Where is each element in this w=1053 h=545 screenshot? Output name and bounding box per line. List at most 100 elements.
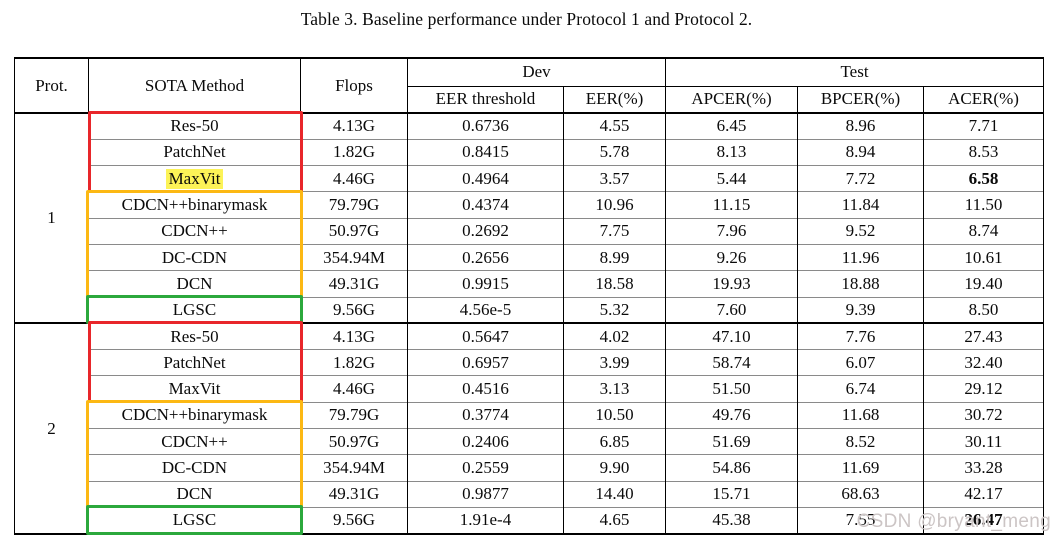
apcer-cell: 51.50 — [665, 375, 799, 403]
eer-threshold-cell: 0.9877 — [407, 480, 564, 508]
method-name: Res-50 — [170, 326, 219, 346]
method-name: PatchNet — [163, 142, 226, 162]
eer-cell: 10.50 — [562, 401, 667, 429]
bpcer-cell: 8.96 — [797, 113, 925, 140]
acer-cell: 30.72 — [923, 401, 1045, 429]
method-name: DCN — [176, 484, 213, 504]
method-cell: CDCN++binarymask — [88, 191, 301, 219]
bpcer-cell: 8.94 — [797, 138, 925, 166]
eer-threshold-cell: 0.2406 — [407, 428, 564, 455]
table-row: CDCN++ 50.97G 0.2692 7.75 7.96 9.52 8.74 — [15, 217, 1045, 245]
apcer-cell: 7.60 — [665, 296, 799, 324]
bpcer-cell: 68.63 — [797, 480, 925, 508]
protocol-label: 1 — [14, 113, 89, 324]
apcer-cell: 8.13 — [665, 138, 799, 166]
table-row: PatchNet 1.82G 0.6957 3.99 58.74 6.07 32.40 — [15, 349, 1045, 376]
eer-cell: 4.65 — [562, 506, 667, 534]
protocol-label: 2 — [14, 322, 89, 534]
acer-cell: 29.12 — [923, 375, 1045, 403]
table-row: DC-CDN 354.94M 0.2656 8.99 9.26 11.96 10.61 — [15, 243, 1045, 271]
apcer-cell: 49.76 — [665, 401, 799, 429]
method-cell: PatchNet — [88, 349, 301, 376]
bpcer-cell: 11.68 — [797, 401, 925, 429]
flops-cell: 9.56G — [300, 506, 408, 534]
col-group-dev: Dev — [406, 58, 667, 86]
acer-cell: 10.61 — [923, 243, 1045, 271]
apcer-cell: 58.74 — [665, 349, 799, 376]
method-name: LGSC — [172, 299, 217, 319]
eer-cell: 6.85 — [562, 428, 667, 455]
eer-threshold-cell: 0.8415 — [407, 138, 564, 166]
bpcer-cell: 11.84 — [797, 191, 925, 219]
eer-threshold-cell: 0.6957 — [407, 349, 564, 376]
method-cell: Res-50 — [88, 322, 301, 350]
method-cell: CDCN++binarymask — [88, 401, 301, 429]
flops-cell: 9.56G — [300, 296, 408, 324]
table-caption: Table 3. Baseline performance under Prot… — [300, 9, 753, 29]
table-row: CDCN++binarymask 79.79G 0.4374 10.96 11.15 11… — [15, 191, 1045, 219]
method-cell: DC-CDN — [88, 454, 301, 482]
acer-cell: 11.50 — [923, 191, 1045, 219]
col-header-eer: EER(%) — [562, 85, 667, 113]
table-row: CDCN++binarymask 79.79G 0.3774 10.50 49.76 11… — [15, 401, 1045, 429]
flops-cell: 1.82G — [300, 349, 408, 376]
table-row: PatchNet 1.82G 0.8415 5.78 8.13 8.94 8.53 — [15, 138, 1045, 166]
flops-cell: 49.31G — [300, 480, 408, 508]
table-row: CDCN++ 50.97G 0.2406 6.85 51.69 8.52 30.11 — [15, 428, 1045, 455]
flops-cell: 4.13G — [300, 113, 408, 140]
flops-cell: 4.13G — [300, 322, 408, 350]
acer-cell: 8.74 — [923, 217, 1045, 245]
method-name: MaxVit — [168, 379, 221, 399]
method-name: CDCN++ — [161, 431, 228, 451]
acer-cell: 19.40 — [923, 270, 1045, 298]
bpcer-cell: 11.96 — [797, 243, 925, 271]
apcer-cell: 15.71 — [665, 480, 799, 508]
apcer-cell: 9.26 — [665, 243, 799, 271]
acer-cell: 32.40 — [923, 349, 1045, 376]
eer-cell: 4.02 — [562, 322, 667, 350]
apcer-cell: 45.38 — [665, 506, 799, 534]
eer-threshold-cell: 0.9915 — [407, 270, 564, 298]
flops-cell: 50.97G — [300, 428, 408, 455]
flops-cell: 354.94M — [300, 243, 408, 271]
table-row: LGSC 9.56G 4.56e-5 5.32 7.60 9.39 8.50 — [15, 296, 1045, 324]
eer-threshold-cell: 4.56e-5 — [407, 296, 564, 324]
apcer-cell: 19.93 — [665, 270, 799, 298]
col-header-bpcer: BPCER(%) — [797, 85, 925, 113]
method-cell: DCN — [88, 270, 301, 298]
acer-cell: 42.17 — [923, 480, 1045, 508]
col-header-method: SOTA Method — [88, 58, 301, 113]
apcer-cell: 5.44 — [665, 165, 799, 192]
apcer-cell: 47.10 — [665, 322, 799, 350]
col-header-eer-threshold: EER threshold — [407, 85, 564, 113]
flops-cell: 49.31G — [300, 270, 408, 298]
eer-threshold-cell: 0.4374 — [407, 191, 564, 219]
eer-cell: 8.99 — [562, 243, 667, 271]
bpcer-cell: 11.69 — [797, 454, 925, 482]
bpcer-cell: 9.52 — [797, 217, 925, 245]
apcer-cell: 6.45 — [665, 113, 799, 140]
bpcer-cell: 7.72 — [797, 165, 925, 192]
eer-cell: 3.13 — [562, 375, 667, 403]
table-row: DCN 49.31G 0.9877 14.40 15.71 68.63 42.17 — [15, 480, 1045, 508]
eer-threshold-cell: 0.2692 — [407, 217, 564, 245]
col-group-test: Test — [665, 58, 1045, 86]
flops-cell: 4.46G — [300, 375, 408, 403]
eer-threshold-cell: 0.4516 — [407, 375, 564, 403]
acer-cell: 7.71 — [923, 113, 1045, 140]
table-wrap: Prot. SOTA Method Flops Dev Test EER thr… — [14, 57, 1045, 535]
baseline-table: Prot. SOTA Method Flops Dev Test EER thr… — [14, 57, 1045, 535]
apcer-cell: 54.86 — [665, 454, 799, 482]
eer-cell: 9.90 — [562, 454, 667, 482]
watermark: CSDN @bryant_meng — [856, 511, 1051, 532]
bpcer-cell: 9.39 — [797, 296, 925, 324]
eer-threshold-cell: 0.3774 — [407, 401, 564, 429]
flops-cell: 1.82G — [300, 138, 408, 166]
method-name: CDCN++ — [161, 221, 228, 241]
col-header-apcer: APCER(%) — [665, 85, 799, 113]
eer-threshold-cell: 0.2559 — [407, 454, 564, 482]
method-name-highlighted: MaxVit — [165, 168, 224, 189]
flops-cell: 354.94M — [300, 454, 408, 482]
table-row: LGSC 9.56G 1.91e-4 4.65 45.38 7.55 26.47 — [15, 506, 1045, 534]
flops-cell: 4.46G — [300, 165, 408, 192]
